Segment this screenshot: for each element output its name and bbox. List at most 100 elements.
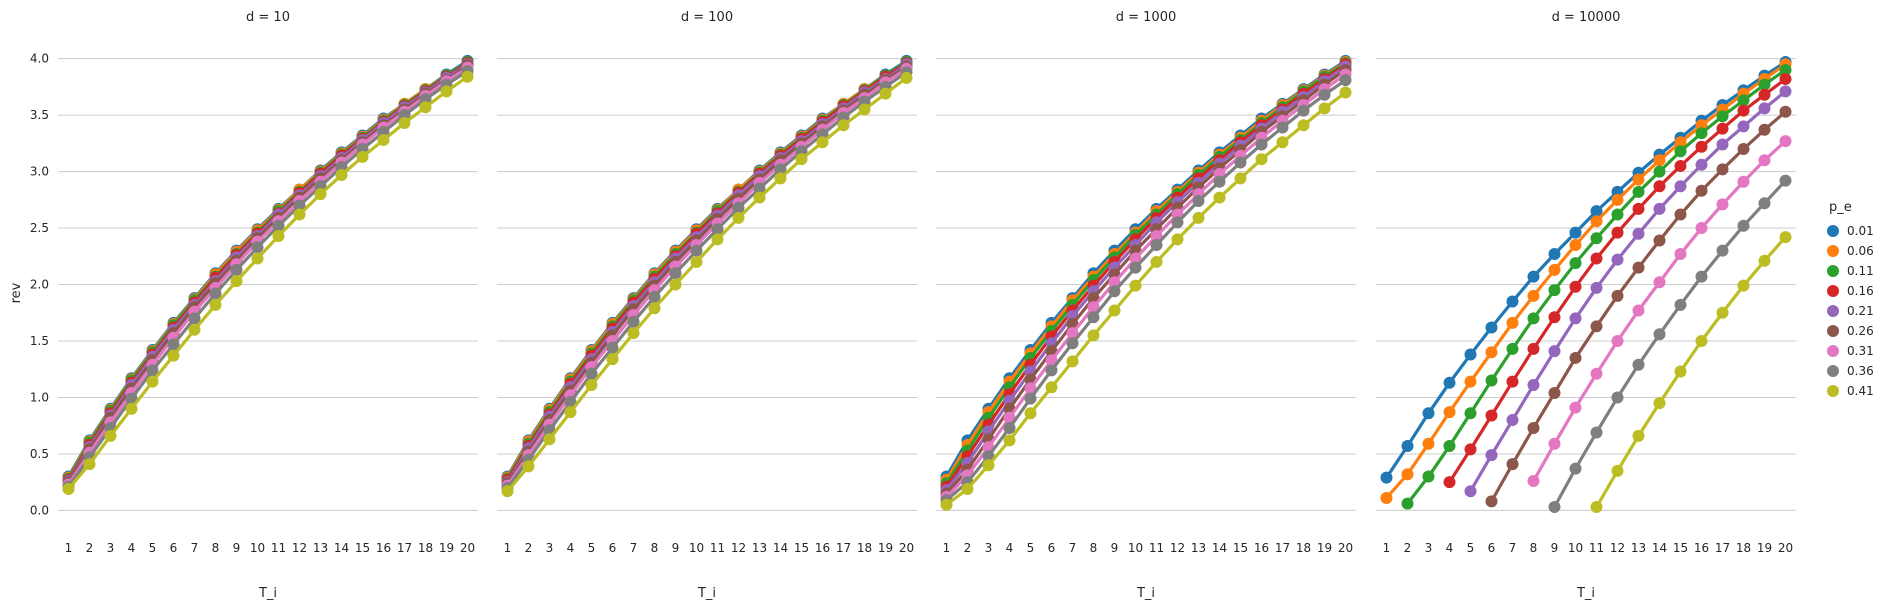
y-tick-label: 0.0 bbox=[30, 503, 49, 517]
x-tick-label: 10 bbox=[1128, 541, 1143, 555]
x-tick-label: 17 bbox=[836, 541, 851, 555]
x-tick-label: 17 bbox=[397, 541, 412, 555]
x-tick-label: 3 bbox=[546, 541, 554, 555]
data-point bbox=[1276, 121, 1289, 134]
x-tick-label: 16 bbox=[376, 541, 391, 555]
x-tick-label: 15 bbox=[1673, 541, 1688, 555]
data-point bbox=[1653, 397, 1666, 410]
x-tick-label: 5 bbox=[149, 541, 157, 555]
data-point bbox=[1443, 406, 1456, 419]
x-tick-label: 14 bbox=[1652, 541, 1667, 555]
series-line bbox=[67, 75, 469, 490]
data-point bbox=[690, 255, 703, 268]
data-point bbox=[774, 172, 787, 185]
data-point bbox=[146, 375, 159, 388]
x-tick-label: 17 bbox=[1715, 541, 1730, 555]
y-tick-label: 0.5 bbox=[30, 447, 49, 461]
x-tick-label: 11 bbox=[1149, 541, 1164, 555]
data-point bbox=[1779, 63, 1792, 76]
series-0.06 bbox=[1380, 58, 1792, 504]
data-point bbox=[1695, 222, 1708, 235]
y-tick-label: 3.0 bbox=[30, 165, 49, 179]
data-point bbox=[1779, 135, 1792, 148]
x-tick-label: 15 bbox=[794, 541, 809, 555]
data-point bbox=[501, 485, 514, 498]
series-line bbox=[1448, 77, 1787, 484]
data-point bbox=[1779, 72, 1792, 85]
data-point bbox=[1527, 289, 1540, 302]
x-tick-label: 7 bbox=[1069, 541, 1077, 555]
x-tick-label: 6 bbox=[609, 541, 617, 555]
x-tick-label: 8 bbox=[212, 541, 220, 555]
data-point bbox=[1066, 337, 1079, 350]
data-point bbox=[167, 338, 180, 351]
data-point bbox=[1380, 471, 1393, 484]
data-point bbox=[1569, 280, 1582, 293]
x-tick-label: 2 bbox=[1404, 541, 1412, 555]
x-tick-label: 15 bbox=[355, 541, 370, 555]
legend-entry-0.01: 0.01 bbox=[1827, 224, 1874, 238]
legend-marker bbox=[1827, 265, 1839, 277]
data-point bbox=[1506, 375, 1519, 388]
data-point bbox=[1632, 358, 1645, 371]
data-point bbox=[1716, 122, 1729, 135]
data-point bbox=[1611, 253, 1624, 266]
data-point bbox=[648, 290, 661, 303]
legend-marker bbox=[1827, 325, 1839, 337]
data-point bbox=[1590, 232, 1603, 245]
data-point bbox=[1716, 306, 1729, 319]
x-tick-label: 3 bbox=[985, 541, 993, 555]
data-point bbox=[1045, 381, 1058, 394]
series-0.36 bbox=[1548, 174, 1792, 514]
data-point bbox=[816, 136, 829, 149]
x-tick-label: 1 bbox=[1383, 541, 1391, 555]
data-point bbox=[837, 119, 850, 132]
data-point bbox=[1087, 301, 1100, 314]
data-point bbox=[251, 252, 264, 265]
y-tick-label: 2.0 bbox=[30, 278, 49, 292]
data-point bbox=[1066, 355, 1079, 368]
data-point bbox=[1506, 316, 1519, 329]
series-line bbox=[67, 66, 469, 486]
series-line bbox=[1469, 90, 1787, 493]
data-point bbox=[564, 406, 577, 419]
series-0.31 bbox=[501, 62, 913, 492]
series-0.01 bbox=[1380, 56, 1792, 484]
data-point bbox=[1485, 495, 1498, 508]
data-point bbox=[1464, 375, 1477, 388]
series-0.31 bbox=[62, 61, 474, 491]
x-tick-label: 9 bbox=[672, 541, 680, 555]
legend-marker bbox=[1827, 345, 1839, 357]
legend-entry-0.11: 0.11 bbox=[1827, 264, 1874, 278]
data-point bbox=[1737, 219, 1750, 232]
data-point bbox=[858, 103, 871, 116]
data-point bbox=[648, 302, 661, 315]
data-point bbox=[1695, 270, 1708, 283]
series-0.41 bbox=[1590, 231, 1792, 514]
data-point bbox=[1401, 468, 1414, 481]
data-point bbox=[1716, 198, 1729, 211]
data-point bbox=[1548, 248, 1561, 261]
data-point bbox=[1024, 392, 1037, 405]
x-tick-label: 5 bbox=[1027, 541, 1035, 555]
series-0.26 bbox=[940, 63, 1352, 500]
series-0.36 bbox=[940, 74, 1352, 507]
data-point bbox=[1695, 335, 1708, 347]
data-point bbox=[1569, 312, 1582, 325]
data-point bbox=[1297, 104, 1310, 117]
series-0.21 bbox=[1464, 85, 1792, 498]
data-point bbox=[1401, 440, 1414, 453]
x-tick-label: 11 bbox=[1589, 541, 1604, 555]
data-point bbox=[356, 150, 369, 163]
y-tick-label: 1.0 bbox=[30, 390, 49, 404]
data-point bbox=[1464, 485, 1477, 498]
x-tick-label: 7 bbox=[1509, 541, 1517, 555]
panel-title: d = 1000 bbox=[1116, 10, 1177, 25]
data-point bbox=[1485, 409, 1498, 422]
data-point bbox=[1297, 119, 1310, 132]
data-point bbox=[1318, 88, 1331, 101]
data-point bbox=[1611, 226, 1624, 239]
series-0.21 bbox=[62, 58, 474, 488]
y-tick-label: 3.5 bbox=[30, 108, 49, 122]
x-tick-label: 3 bbox=[1425, 541, 1433, 555]
